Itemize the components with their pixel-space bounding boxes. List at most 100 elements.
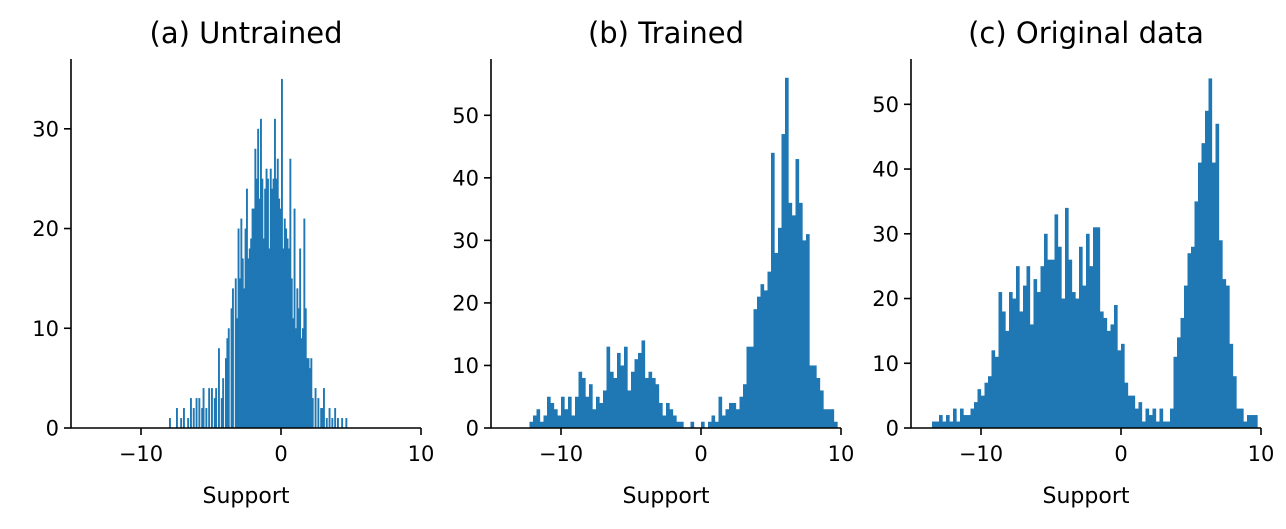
- histogram-bar: [736, 409, 740, 428]
- histogram-bar: [1051, 259, 1055, 428]
- histogram-bar: [225, 358, 227, 428]
- histogram-bar: [725, 409, 730, 428]
- histogram-bar: [1072, 292, 1076, 428]
- histogram-bar: [1191, 246, 1195, 428]
- histogram-bar: [781, 134, 786, 429]
- histogram-bar: [1135, 408, 1139, 428]
- histogram-bar: [1163, 421, 1167, 428]
- histogram-bar: [949, 421, 954, 428]
- histogram-bar: [932, 421, 936, 428]
- histogram-bar: [215, 388, 218, 428]
- histogram-bar: [974, 402, 978, 428]
- histogram-bar: [662, 415, 667, 428]
- histogram-bar: [1012, 298, 1017, 428]
- histogram-bar: [202, 388, 205, 428]
- histogram-bar: [613, 377, 618, 428]
- histogram-bar: [963, 415, 968, 428]
- histogram-bar: [1250, 415, 1255, 428]
- histogram-bar: [1194, 201, 1199, 428]
- histogram-bar: [243, 288, 246, 428]
- histogram-bar: [1233, 376, 1237, 428]
- histogram-bar: [1023, 285, 1027, 428]
- histogram-bar: [1117, 350, 1122, 428]
- y-tick-label: 20: [32, 217, 59, 241]
- histogram-bar: [337, 418, 339, 428]
- histogram-bar: [617, 352, 621, 428]
- histogram-bar: [620, 365, 625, 428]
- histogram-bar: [267, 178, 269, 428]
- histogram-bar: [237, 228, 240, 428]
- histogram-bar: [785, 77, 789, 428]
- histogram-bar: [995, 356, 999, 428]
- histogram-bar: [211, 388, 213, 428]
- histogram-bar: [218, 348, 220, 428]
- histogram-bars: [932, 78, 1258, 429]
- histogram-bar: [1131, 395, 1136, 428]
- histogram-bar: [1180, 317, 1185, 428]
- histogram-bar: [234, 278, 237, 428]
- histogram-bar: [271, 188, 274, 428]
- histogram-bar: [300, 338, 303, 428]
- histogram-bar: [578, 371, 583, 428]
- histogram-bar: [1030, 324, 1034, 428]
- histogram-bar: [540, 421, 544, 428]
- histogram-bar: [1240, 408, 1244, 428]
- histogram-bar: [757, 296, 761, 428]
- histogram-bar: [659, 402, 663, 428]
- histogram-bar: [265, 168, 268, 428]
- histogram-bar: [314, 388, 317, 428]
- histogram-bar: [550, 402, 555, 428]
- histogram-bar: [241, 258, 244, 428]
- histogram-bar: [1082, 285, 1087, 428]
- histogram-bar: [834, 421, 838, 428]
- histogram-bar: [956, 421, 961, 428]
- histogram-bar: [208, 388, 211, 428]
- histogram-bar: [648, 371, 653, 428]
- histogram-bar: [261, 178, 264, 428]
- histogram-bar: [1058, 246, 1062, 428]
- x-tick-label: 10: [828, 442, 855, 466]
- histogram-bar: [290, 278, 293, 428]
- histogram-bar: [1184, 285, 1188, 428]
- axes: −10 0 10 0 10 20 30: [32, 59, 434, 466]
- histogram-bar: [946, 415, 950, 428]
- histogram-bar: [1142, 421, 1146, 428]
- histogram-bar: [1019, 311, 1024, 428]
- histogram-bar: [276, 158, 279, 429]
- histogram-bar: [984, 382, 989, 428]
- histogram-bar: [279, 208, 282, 428]
- histogram-bar: [262, 238, 265, 428]
- histogram-bar: [589, 384, 593, 428]
- histogram-bars: [529, 77, 838, 429]
- histogram-bar: [561, 396, 565, 428]
- histogram-bar: [1173, 356, 1178, 428]
- histogram-bar: [222, 378, 225, 428]
- histogram-bar: [592, 409, 597, 428]
- histogram-bar: [1100, 311, 1104, 428]
- histogram-bar: [292, 318, 295, 428]
- histogram-bar: [715, 421, 719, 428]
- y-tick-label: 10: [452, 354, 479, 378]
- histogram-bar: [325, 418, 328, 428]
- histogram-bar: [631, 371, 635, 428]
- histogram-bar: [967, 415, 971, 428]
- histogram-bar: [991, 350, 996, 428]
- histogram-bar: [1205, 110, 1209, 428]
- histogram-bar: [701, 421, 705, 428]
- histogram-bar: [240, 218, 243, 428]
- histogram-bar: [641, 340, 646, 428]
- histogram-bar: [767, 271, 772, 428]
- histogram-bar: [1156, 421, 1160, 428]
- histogram-bar: [935, 421, 940, 428]
- histogram-bar: [816, 377, 821, 428]
- histogram-bar: [307, 358, 310, 428]
- histogram-bar: [1044, 233, 1048, 428]
- histogram-bar: [293, 208, 296, 428]
- histogram-bar: [998, 292, 1003, 428]
- histogram-bar: [1103, 317, 1108, 428]
- x-tick-label: 10: [1248, 442, 1275, 466]
- histogram-bar: [283, 218, 286, 428]
- histogram-bar: [195, 398, 198, 428]
- histogram-bar: [345, 418, 348, 428]
- histogram-bar: [942, 421, 947, 428]
